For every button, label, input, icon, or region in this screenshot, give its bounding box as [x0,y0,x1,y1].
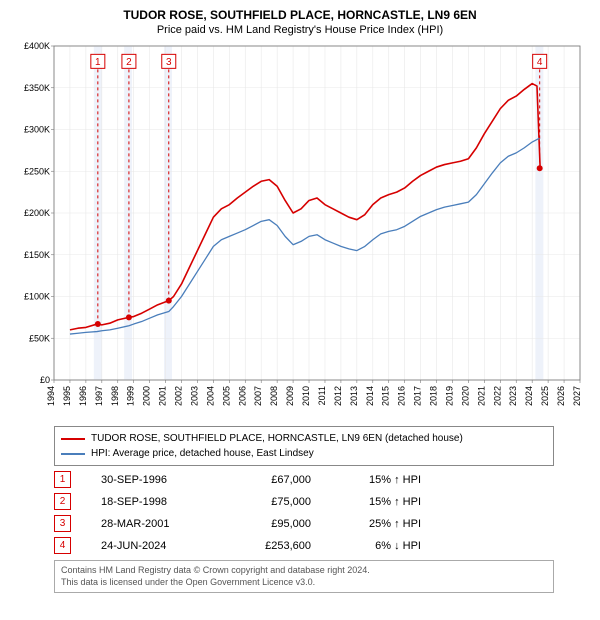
transaction-price: £75,000 [231,496,311,508]
legend: TUDOR ROSE, SOUTHFIELD PLACE, HORNCASTLE… [54,426,554,466]
svg-text:3: 3 [166,57,172,68]
transaction-delta: 15% ↑ HPI [341,474,421,486]
svg-text:2024: 2024 [524,386,534,406]
legend-swatch [61,453,85,455]
svg-text:£250K: £250K [24,166,50,176]
transaction-price: £95,000 [231,518,311,530]
transaction-date: 24-JUN-2024 [101,540,201,552]
transaction-marker: 2 [54,493,71,510]
transaction-marker: 3 [54,515,71,532]
svg-text:2022: 2022 [492,386,502,406]
svg-text:2025: 2025 [540,386,550,406]
svg-text:2004: 2004 [205,386,215,406]
svg-text:1994: 1994 [46,386,56,406]
svg-text:2007: 2007 [253,386,263,406]
table-row: 1 30-SEP-1996 £67,000 15% ↑ HPI [54,471,590,488]
svg-text:1: 1 [95,57,101,68]
table-row: 3 28-MAR-2001 £95,000 25% ↑ HPI [54,515,590,532]
svg-text:2002: 2002 [174,386,184,406]
svg-text:2017: 2017 [413,386,423,406]
svg-text:£0: £0 [40,375,50,385]
svg-text:2015: 2015 [381,386,391,406]
svg-text:2019: 2019 [444,386,454,406]
transaction-price: £253,600 [231,540,311,552]
line-chart: £0 £50K £100K £150K £200K £250K £300K £350K £400… [10,40,590,420]
transaction-date: 30-SEP-1996 [101,474,201,486]
chart-subtitle: Price paid vs. HM Land Registry's House … [10,24,590,36]
chart-title-block: TUDOR ROSE, SOUTHFIELD PLACE, HORNCASTLE… [10,8,590,36]
svg-text:1998: 1998 [110,386,120,406]
svg-text:2021: 2021 [476,386,486,406]
transaction-date: 28-MAR-2001 [101,518,201,530]
transaction-marker: 4 [54,537,71,554]
legend-label: TUDOR ROSE, SOUTHFIELD PLACE, HORNCASTLE… [91,431,463,446]
svg-text:2023: 2023 [508,386,518,406]
svg-text:£50K: £50K [29,333,50,343]
svg-text:2011: 2011 [317,386,327,405]
svg-text:£300K: £300K [24,125,50,135]
transaction-price: £67,000 [231,474,311,486]
table-row: 4 24-JUN-2024 £253,600 6% ↓ HPI [54,537,590,554]
svg-text:£400K: £400K [24,41,50,51]
footer-licence: Contains HM Land Registry data © Crown c… [54,560,554,593]
svg-text:£200K: £200K [24,208,50,218]
svg-text:2012: 2012 [333,386,343,406]
legend-row: TUDOR ROSE, SOUTHFIELD PLACE, HORNCASTLE… [61,431,547,446]
svg-text:2016: 2016 [397,386,407,406]
svg-text:2027: 2027 [572,386,582,406]
svg-text:2020: 2020 [460,386,470,406]
svg-text:£150K: £150K [24,250,50,260]
svg-text:2003: 2003 [189,386,199,406]
svg-text:2014: 2014 [365,386,375,406]
transaction-marker: 1 [54,471,71,488]
transaction-date: 18-SEP-1998 [101,496,201,508]
svg-text:1999: 1999 [126,386,136,406]
svg-text:2026: 2026 [556,386,566,406]
svg-text:2013: 2013 [349,386,359,406]
transaction-delta: 6% ↓ HPI [341,540,421,552]
svg-text:1995: 1995 [62,386,72,406]
table-row: 2 18-SEP-1998 £75,000 15% ↑ HPI [54,493,590,510]
svg-text:2010: 2010 [301,386,311,406]
transaction-delta: 25% ↑ HPI [341,518,421,530]
svg-text:2018: 2018 [429,386,439,406]
legend-row: HPI: Average price, detached house, East… [61,446,547,461]
svg-text:2006: 2006 [237,386,247,406]
svg-text:2005: 2005 [221,386,231,406]
svg-text:1997: 1997 [94,386,104,406]
svg-text:2001: 2001 [158,386,168,406]
svg-text:£100K: £100K [24,292,50,302]
transaction-delta: 15% ↑ HPI [341,496,421,508]
svg-text:2008: 2008 [269,386,279,406]
svg-text:2009: 2009 [285,386,295,406]
footer-line: Contains HM Land Registry data © Crown c… [61,565,547,577]
svg-text:1996: 1996 [78,386,88,406]
svg-text:4: 4 [537,57,543,68]
chart-title: TUDOR ROSE, SOUTHFIELD PLACE, HORNCASTLE… [10,8,590,22]
legend-swatch [61,438,85,440]
footer-line: This data is licensed under the Open Gov… [61,577,547,589]
legend-label: HPI: Average price, detached house, East… [91,446,314,461]
svg-text:2000: 2000 [142,386,152,406]
transaction-table: 1 30-SEP-1996 £67,000 15% ↑ HPI 2 18-SEP-1998… [54,471,590,554]
svg-text:£350K: £350K [24,83,50,93]
svg-text:2: 2 [126,57,132,68]
